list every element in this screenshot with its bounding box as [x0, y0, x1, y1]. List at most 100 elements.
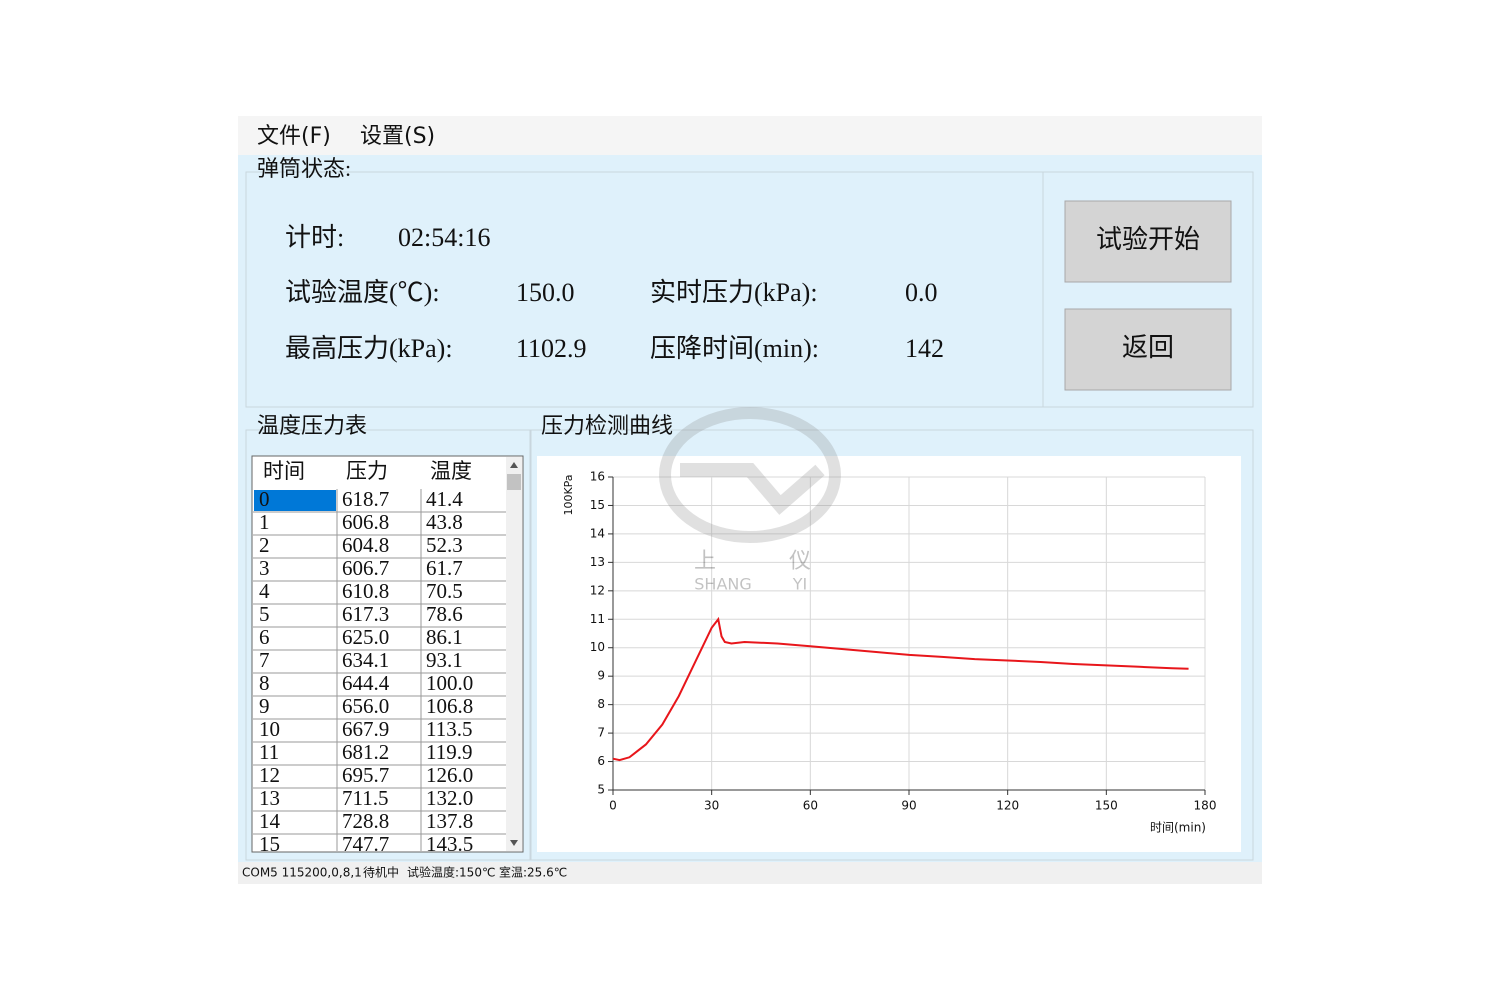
table-cell[interactable]: 8 — [259, 671, 270, 695]
table-cell: 617.3 — [342, 602, 389, 626]
table-cell: 70.5 — [426, 579, 463, 603]
table-cell: 93.1 — [426, 648, 463, 672]
y-tick-label: 10 — [590, 640, 605, 654]
table-header: 温度 — [430, 459, 472, 483]
table-cell: 113.5 — [426, 717, 472, 741]
x-tick-label: 60 — [803, 799, 818, 813]
table-cell: 610.8 — [342, 579, 389, 603]
table-cell: 644.4 — [342, 671, 390, 695]
table-cell: 126.0 — [426, 763, 473, 787]
table-cell: 695.7 — [342, 763, 389, 787]
table-cell[interactable]: 3 — [259, 556, 270, 580]
y-axis-label: 100KPa — [562, 474, 575, 515]
table-frame — [251, 455, 524, 853]
y-tick-label: 9 — [597, 669, 605, 683]
selected-cell[interactable] — [254, 490, 336, 511]
x-tick-label: 180 — [1194, 799, 1217, 813]
table-cell[interactable]: 7 — [259, 648, 270, 672]
table-cell: 61.7 — [426, 556, 463, 580]
table-cell: 667.9 — [342, 717, 389, 741]
field-label: 实时压力(kPa): — [650, 278, 818, 307]
timer-label: 计时: — [285, 223, 344, 252]
table-cell: 604.8 — [342, 533, 389, 557]
scroll-up[interactable] — [510, 462, 518, 468]
field-value: 0.0 — [905, 278, 938, 307]
menu-item[interactable]: 文件(F) — [257, 124, 331, 149]
table-cell: 132.0 — [426, 786, 473, 810]
group-title: 压力检测曲线 — [541, 413, 673, 438]
field-label: 试验温度(℃): — [285, 278, 440, 307]
table-cell: 43.8 — [426, 510, 463, 534]
button-label[interactable]: 试验开始 — [1096, 225, 1200, 254]
table-cell[interactable]: 10 — [259, 717, 280, 741]
table-header: 时间 — [263, 459, 305, 483]
watermark-text: 仪 — [789, 549, 811, 574]
field-label: 最高压力(kPa): — [285, 334, 453, 363]
field-value: 1102.9 — [516, 334, 587, 363]
watermark-text: SHANG — [694, 575, 752, 594]
table-cell: 137.8 — [426, 809, 473, 833]
status-group-box — [245, 171, 1254, 408]
table-cell[interactable]: 2 — [259, 533, 270, 557]
table-cell: 52.3 — [426, 533, 463, 557]
table-cell[interactable]: 1 — [259, 510, 270, 534]
y-tick-label: 14 — [590, 526, 605, 540]
table-cell[interactable]: 9 — [259, 694, 270, 718]
y-tick-label: 12 — [590, 583, 605, 597]
table-cell[interactable]: 11 — [259, 740, 279, 764]
table-cell[interactable]: 6 — [259, 625, 270, 649]
table-cell: 606.8 — [342, 510, 389, 534]
menu-item[interactable]: 设置(S) — [360, 124, 435, 149]
table-cell: 143.5 — [426, 832, 473, 856]
table-cell: 747.7 — [342, 832, 389, 856]
button[interactable] — [1064, 308, 1232, 391]
table-cell[interactable]: 14 — [259, 809, 281, 833]
table-cell: 681.2 — [342, 740, 389, 764]
scroll-down[interactable] — [510, 840, 518, 846]
field-value: 142 — [905, 334, 944, 363]
y-tick-label: 5 — [597, 783, 605, 797]
field-value: 150.0 — [516, 278, 575, 307]
table-cell[interactable]: 15 — [259, 832, 280, 856]
button[interactable] — [1064, 200, 1232, 283]
table-cell[interactable]: 13 — [259, 786, 280, 810]
y-tick-label: 13 — [590, 555, 605, 569]
table-cell: 625.0 — [342, 625, 389, 649]
table-cell: 656.0 — [342, 694, 389, 718]
table-cell: 100.0 — [426, 671, 473, 695]
table-cell: 618.7 — [342, 487, 389, 511]
table-cell: 711.5 — [342, 786, 388, 810]
table-header: 压力 — [346, 459, 388, 483]
x-tick-label: 0 — [609, 799, 617, 813]
table-cell[interactable]: 4 — [259, 579, 270, 603]
table-cell: 106.8 — [426, 694, 473, 718]
status-text: COM5 115200,0,8,1 — [242, 866, 362, 880]
y-tick-label: 16 — [590, 470, 605, 484]
timer-value: 02:54:16 — [398, 223, 490, 252]
table-cell: 119.9 — [426, 740, 472, 764]
button-label[interactable]: 返回 — [1122, 333, 1174, 362]
table-cell[interactable]: 0 — [259, 487, 270, 511]
y-tick-label: 7 — [597, 726, 605, 740]
status-text: 室温:25.6℃ — [499, 865, 567, 880]
menu-bar — [238, 116, 1262, 155]
group-title: 温度压力表 — [257, 413, 367, 438]
y-tick-label: 6 — [597, 754, 605, 768]
table-cell[interactable]: 5 — [259, 602, 270, 626]
table-group-box — [245, 429, 531, 861]
watermark-text: YI — [792, 575, 808, 594]
y-tick-label: 11 — [590, 612, 605, 626]
table-cell: 728.8 — [342, 809, 389, 833]
status-text: 待机中 — [363, 865, 399, 880]
field-label: 压降时间(min): — [650, 334, 819, 363]
x-axis-label: 时间(min) — [1150, 821, 1206, 835]
status-text: 试验温度:150℃ — [407, 865, 495, 880]
table-cell: 634.1 — [342, 648, 389, 672]
x-tick-label: 150 — [1095, 799, 1118, 813]
table-cell[interactable]: 12 — [259, 763, 280, 787]
y-tick-label: 8 — [597, 697, 605, 711]
group-title: 弹筒状态: — [257, 156, 351, 181]
scroll-thumb[interactable] — [507, 474, 521, 490]
scrollbar[interactable] — [506, 457, 522, 851]
